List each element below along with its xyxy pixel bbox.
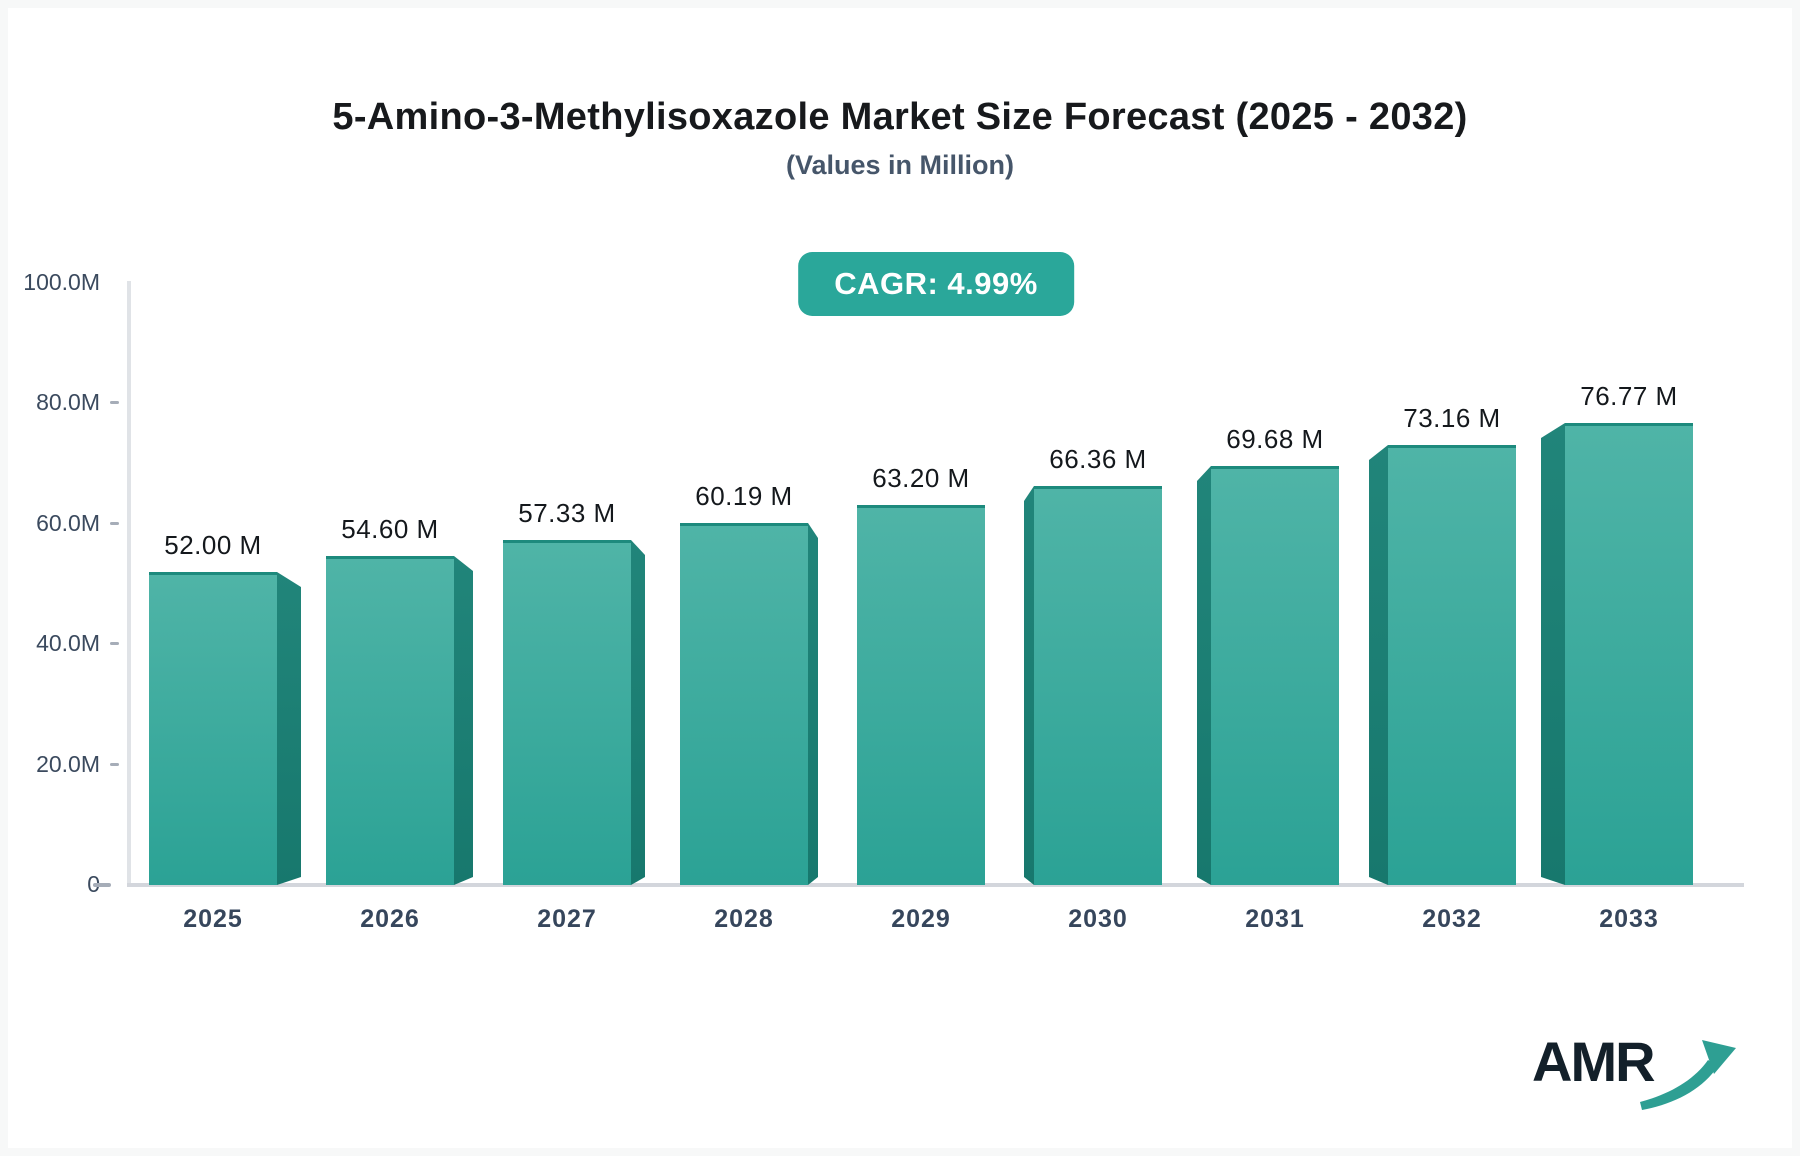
bar-side-panel-2027	[631, 540, 645, 885]
x-axis-label-2033: 2033	[1599, 905, 1659, 933]
x-axis-label-2028: 2028	[714, 905, 774, 933]
cagr-badge: CAGR: 4.99%	[798, 252, 1074, 316]
bar-value-label-2031: 69.68 M	[1226, 424, 1324, 454]
amr-logo: AMR	[1532, 1034, 1742, 1122]
bar-value-label-2026: 54.60 M	[341, 514, 439, 544]
trend-arrow-icon	[1639, 1040, 1736, 1110]
bar-side-panel-2031	[1197, 466, 1211, 885]
x-axis-label-2031: 2031	[1245, 905, 1305, 933]
bar-value-label-2025: 52.00 M	[164, 530, 262, 560]
x-axis-label-2026: 2026	[360, 905, 420, 933]
y-axis-tick	[110, 762, 119, 766]
trend-arrow-swoosh	[1639, 1060, 1718, 1110]
bar-side-panel-2030	[1024, 486, 1034, 885]
bar-value-label-2027: 57.33 M	[518, 498, 616, 528]
bar-side-panel-2033	[1541, 423, 1565, 885]
y-axis-tick	[110, 642, 119, 646]
amr-logo-text: AMR	[1532, 1030, 1656, 1093]
x-axis-line	[127, 883, 1744, 887]
y-axis-tick	[110, 521, 119, 525]
bar-value-label-2032: 73.16 M	[1403, 403, 1501, 433]
bar-2026[interactable]	[326, 556, 454, 885]
x-axis-label-2032: 2032	[1422, 905, 1482, 933]
x-axis-label-2029: 2029	[891, 905, 951, 933]
bar-side-panel-2028	[808, 523, 818, 885]
y-axis-tick-label: 60.0M	[36, 509, 100, 536]
bar-side-panel-2032	[1369, 445, 1388, 885]
x-axis-label-2030: 2030	[1068, 905, 1128, 933]
y-axis-tick-label: 40.0M	[36, 630, 100, 657]
bar-value-label-2033: 76.77 M	[1580, 381, 1678, 411]
x-axis-label-2027: 2027	[537, 905, 597, 933]
bar-2032[interactable]	[1388, 445, 1516, 885]
bar-2030[interactable]	[1034, 486, 1162, 885]
page-title: 5-Amino-3-Methylisoxazole Market Size Fo…	[332, 96, 1468, 138]
bar-value-label-2029: 63.20 M	[872, 463, 970, 493]
y-axis-tick	[93, 883, 111, 887]
y-axis-tick	[110, 401, 119, 405]
y-axis-tick-label: 80.0M	[36, 389, 100, 416]
bar-side-panel-2025	[277, 572, 301, 885]
bar-2028[interactable]	[680, 523, 808, 885]
bar-2025[interactable]	[149, 572, 277, 885]
bar-2027[interactable]	[503, 540, 631, 885]
bar-2029[interactable]	[857, 505, 985, 885]
y-axis-tick-label: 100.0M	[23, 269, 100, 295]
chart-subtitle: (Values in Million)	[785, 150, 1015, 180]
plot-area: 52.00 M 54.60 M 57.33 M 60.19 M 63.20 M 66.36…	[130, 283, 1742, 885]
bar-2031[interactable]	[1211, 466, 1339, 885]
y-axis-tick-label: 20.0M	[36, 750, 100, 777]
x-axis-label-2025: 2025	[183, 905, 243, 933]
bar-value-label-2030: 66.36 M	[1049, 444, 1147, 474]
y-axis-line	[127, 281, 131, 887]
y-axis-tick-label: 0	[0, 871, 100, 898]
bar-side-panel-2026	[454, 556, 473, 885]
bar-value-label-2028: 60.19 M	[695, 481, 793, 511]
bar-2033[interactable]	[1565, 423, 1693, 885]
trend-arrow-head	[1701, 1040, 1736, 1074]
